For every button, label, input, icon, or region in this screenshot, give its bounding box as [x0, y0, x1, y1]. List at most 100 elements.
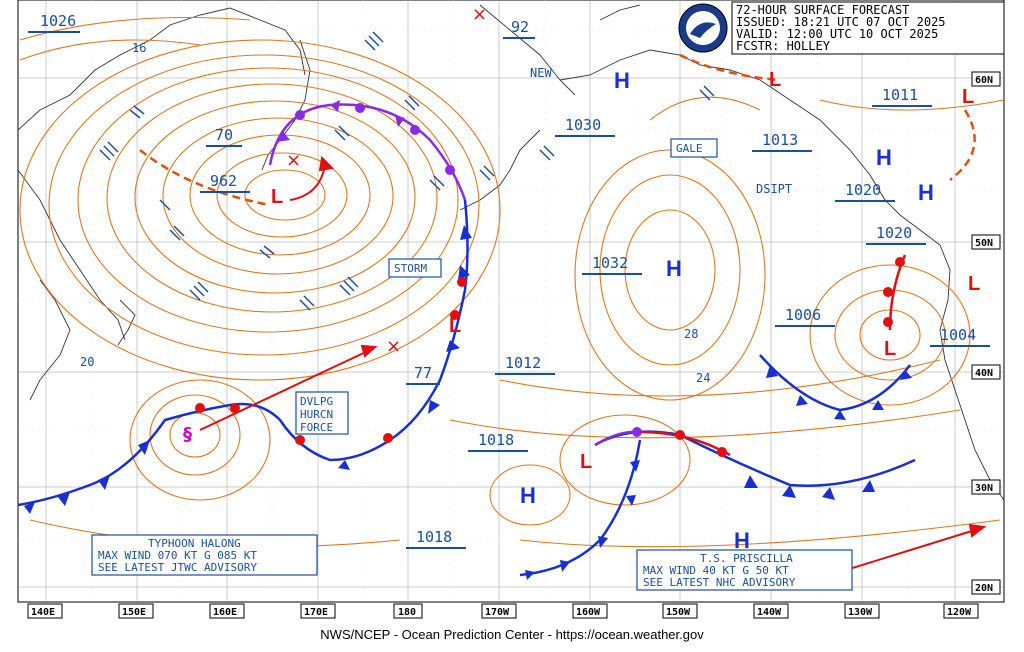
- svg-text:170E: 170E: [304, 607, 328, 618]
- label-1026: 1026: [40, 12, 76, 30]
- hurricane-icon: §: [183, 424, 192, 445]
- svg-text:160E: 160E: [213, 607, 237, 618]
- label-20: 20: [80, 355, 94, 369]
- label-1013: 1013: [762, 131, 798, 149]
- header-forecaster: FCSTR: HOLLEY: [736, 39, 831, 53]
- coastlines: [17, 4, 1005, 501]
- cold-front-ne-symbols: [766, 365, 912, 420]
- high-center-2: H: [666, 256, 682, 281]
- header-issued: ISSUED: 18:21 UTC 07 OCT 2025: [736, 15, 946, 29]
- label-962: 962: [210, 172, 237, 190]
- label-28: 28: [684, 327, 698, 341]
- cold-front-west: [17, 199, 469, 507]
- label-70: 70: [215, 126, 233, 144]
- trough-east: [949, 109, 976, 181]
- x-marks: × × ×: [286, 4, 487, 357]
- longitude-axis: 140E 150E 160E 170E 180 170W 160W 150W 1…: [27, 603, 979, 619]
- priscilla-line2: MAX WIND 40 KT G 50 KT: [643, 564, 789, 577]
- label-24: 24: [696, 371, 710, 385]
- storm-tracks: [199, 155, 987, 576]
- dvlpg-line1: DVLPG: [300, 395, 333, 408]
- label-1020-b: 1020: [876, 224, 912, 242]
- dvlpg-line2: HURCN: [300, 408, 333, 421]
- label-1020-a: 1020: [845, 181, 881, 199]
- svg-text:150W: 150W: [666, 607, 691, 618]
- label-16: 16: [132, 41, 146, 55]
- x-mark-2: ×: [286, 150, 301, 171]
- storm-box: [388, 258, 442, 278]
- priscilla-box: [636, 549, 853, 591]
- label-1018-b: 1018: [416, 528, 452, 546]
- low-center-5: L: [962, 86, 974, 108]
- label-1006: 1006: [785, 306, 821, 324]
- svg-text:130W: 130W: [848, 607, 873, 618]
- label-dsipt: DSIPT: [756, 182, 792, 196]
- x-mark-3: ×: [386, 336, 401, 357]
- label-1011: 1011: [882, 86, 918, 104]
- boxed-labels: GALE STORM DVLPG HURCN FORCE TYPHOON HAL…: [91, 138, 853, 591]
- header-valid: VALID: 12:00 UTC 10 OCT 2025: [736, 27, 938, 41]
- gale-label: GALE: [676, 142, 703, 155]
- warm-front-symbols: [195, 277, 467, 445]
- svg-text:160W: 160W: [576, 607, 601, 618]
- low-center-4: L: [769, 69, 781, 91]
- dvlpg-box: [295, 391, 349, 435]
- dvlpg-line3: FORCE: [300, 421, 333, 434]
- cold-front-south-symbols: [525, 460, 640, 580]
- map-frame: [17, 0, 1005, 603]
- high-center-3: H: [876, 145, 892, 170]
- low-center-6: L: [968, 273, 980, 295]
- cold-front-central-symbols: [744, 475, 875, 500]
- svg-text:50N: 50N: [975, 238, 993, 249]
- high-center-1: H: [614, 68, 630, 93]
- svg-text:170W: 170W: [485, 607, 510, 618]
- svg-text:140W: 140W: [757, 607, 782, 618]
- noaa-logo: [678, 3, 728, 53]
- occlusion-point: [632, 427, 642, 437]
- low-center-1: L: [271, 186, 283, 208]
- svg-text:60N: 60N: [975, 75, 993, 86]
- header-title: 72-HOUR SURFACE FORECAST: [736, 3, 909, 17]
- typhoon-line2: MAX WIND 070 KT G 085 KT: [98, 549, 257, 562]
- svg-text:150E: 150E: [122, 607, 146, 618]
- warm-front-ne-symbols: [883, 257, 905, 327]
- high-center-4: H: [918, 180, 934, 205]
- cold-front-west-symbols: [24, 225, 472, 514]
- typhoon-line3: SEE LATEST JTWC ADVISORY: [98, 561, 257, 574]
- pressure-centers: H H H H H H L L L L L L L: [271, 68, 980, 553]
- priscilla-line1: T.S. PRISCILLA: [700, 552, 793, 565]
- low-center-7: L: [884, 338, 896, 360]
- priscilla-line3: SEE LATEST NHC ADVISORY: [643, 576, 796, 589]
- svg-text:120W: 120W: [947, 607, 972, 618]
- label-1032: 1032: [592, 254, 628, 272]
- svg-text:140E: 140E: [31, 607, 55, 618]
- low-center-2: L: [449, 315, 461, 337]
- label-1018-a: 1018: [478, 431, 514, 449]
- label-1030: 1030: [565, 116, 601, 134]
- svg-text:30N: 30N: [975, 483, 993, 494]
- gale-box: [670, 138, 718, 158]
- occluded-front-symbols: [276, 100, 455, 175]
- trough-alaska: [679, 53, 781, 82]
- footer-credit: NWS/NCEP - Ocean Prediction Center - htt…: [320, 627, 704, 642]
- typhoon-line1: TYPHOON HALONG: [148, 537, 241, 550]
- forecast-header: 72-HOUR SURFACE FORECAST ISSUED: 18:21 U…: [731, 1, 1005, 55]
- svg-text:40N: 40N: [975, 368, 993, 379]
- high-center-5: H: [520, 483, 536, 508]
- trough-west: [139, 149, 271, 207]
- pressure-labels: 1026 92 16 70 962 1030 1013 1011 1020 10…: [28, 12, 990, 549]
- label-1012: 1012: [505, 354, 541, 372]
- typhoon-box: [91, 534, 318, 576]
- latitude-axis: 60N 50N 40N 30N 20N: [971, 71, 1001, 595]
- label-1004: 1004: [940, 326, 976, 344]
- high-center-6: H: [734, 528, 750, 553]
- x-mark-1: ×: [472, 4, 487, 25]
- label-new: NEW: [530, 66, 552, 80]
- label-92: 92: [511, 18, 529, 36]
- warm-front-central-symbols: [675, 430, 727, 457]
- svg-text:180: 180: [398, 607, 416, 618]
- svg-text:20N: 20N: [975, 583, 993, 594]
- storm-label: STORM: [394, 262, 427, 275]
- low-center-3: L: [580, 451, 592, 473]
